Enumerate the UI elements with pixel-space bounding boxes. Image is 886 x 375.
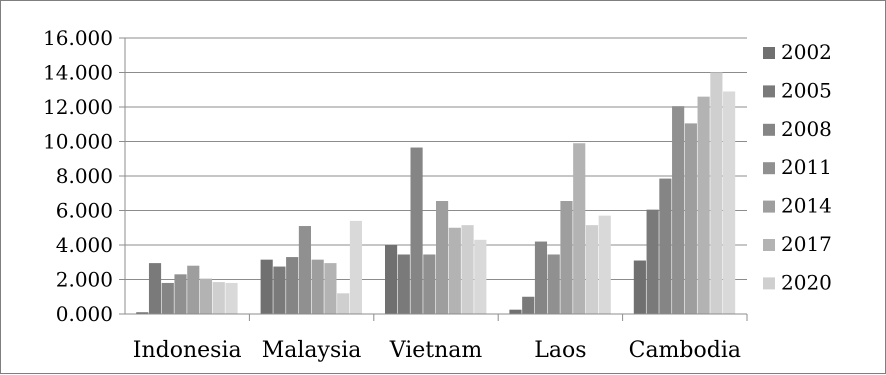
bar-indonesia-series-0 (136, 312, 149, 314)
x-category-label: Cambodia (629, 338, 741, 363)
bar-laos-series-7 (598, 215, 611, 314)
bar-laos-series-2 (534, 241, 548, 314)
bar-malaysia-series-7 (349, 220, 362, 314)
bar-laos-series-4 (560, 201, 573, 314)
legend-swatch (763, 162, 775, 175)
bar-vietnam-series-5 (448, 227, 461, 314)
bar-indonesia-series-4 (187, 265, 200, 314)
bar-laos-series-0 (509, 309, 522, 314)
y-tick-label: 12.000 (43, 95, 113, 119)
bar-malaysia-series-5 (324, 263, 337, 314)
legend: 2002 2005 2008 2011 2014 2017 2020 (763, 40, 832, 294)
bar-indonesia-series-7 (225, 282, 238, 314)
axes (119, 37, 748, 321)
legend-swatch (763, 200, 775, 213)
bar-malaysia-series-3 (298, 226, 311, 314)
bar-cambodia-series-0 (633, 260, 646, 314)
x-category-label: Vietnam (389, 338, 483, 363)
x-category-label: Laos (534, 338, 586, 363)
legend-label: 2017 (781, 232, 832, 256)
bar-vietnam-series-7 (474, 239, 487, 314)
bar-vietnam-series-3 (423, 254, 436, 314)
x-category-label: Indonesia (133, 338, 242, 363)
bar-cambodia-series-3 (672, 106, 685, 314)
bar-vietnam-series-6 (461, 225, 474, 314)
y-tick-label: 8.000 (56, 164, 113, 188)
bar-indonesia-series-5 (199, 278, 213, 314)
y-tick-labels: 0.000 2.000 4.000 6.000 8.000 10.000 12.000 14.… (43, 26, 113, 326)
bar-indonesia-series-6 (212, 282, 225, 314)
legend-swatch (763, 277, 775, 290)
bar-malaysia-series-6 (337, 293, 350, 314)
bar-cambodia-series-7 (723, 91, 736, 314)
legend-swatch (763, 239, 775, 251)
bar-indonesia-series-3 (174, 274, 187, 314)
legend-label: 2020 (781, 270, 832, 294)
legend-label: 2002 (781, 40, 832, 64)
legend-label: 2008 (781, 117, 832, 141)
bar-cambodia-series-6 (710, 72, 723, 314)
bar-cambodia-series-1 (646, 209, 659, 314)
bar-malaysia-series-1 (273, 266, 286, 314)
bar-vietnam-series-4 (436, 201, 449, 314)
bar-malaysia-series-2 (286, 257, 299, 314)
legend-swatch (763, 85, 775, 98)
y-tick-label: 0.000 (56, 302, 113, 326)
y-tick-label: 6.000 (56, 199, 113, 223)
y-tick-label: 16.000 (43, 26, 113, 50)
bar-vietnam-series-1 (397, 254, 410, 314)
bars (136, 72, 736, 315)
bar-vietnam-series-2 (410, 147, 423, 314)
bar-indonesia-series-2 (161, 282, 174, 314)
bar-laos-series-6 (585, 225, 599, 314)
bar-cambodia-series-4 (684, 123, 697, 314)
y-tick-label: 14.000 (43, 61, 113, 85)
bar-cambodia-series-2 (659, 178, 672, 314)
bar-laos-series-5 (573, 143, 586, 314)
legend-label: 2005 (781, 78, 832, 102)
bar-malaysia-series-0 (260, 259, 273, 314)
x-category-label: Malaysia (262, 338, 362, 363)
legend-label: 2011 (781, 155, 832, 179)
y-tick-label: 10.000 (43, 130, 113, 154)
bar-laos-series-1 (522, 296, 535, 314)
legend-label: 2014 (781, 194, 832, 218)
bar-vietnam-series-0 (385, 245, 398, 314)
y-tick-label: 2.000 (56, 268, 113, 292)
legend-swatch (763, 47, 775, 59)
bar-indonesia-series-1 (148, 263, 162, 314)
legend-swatch (763, 123, 775, 136)
y-tick-label: 4.000 (56, 233, 113, 257)
category-labels: Indonesia Malaysia Vietnam Laos Cambodia (133, 338, 741, 363)
bar-malaysia-series-4 (311, 259, 324, 314)
bar-cambodia-series-5 (697, 96, 710, 315)
bar-laos-series-3 (547, 254, 560, 314)
